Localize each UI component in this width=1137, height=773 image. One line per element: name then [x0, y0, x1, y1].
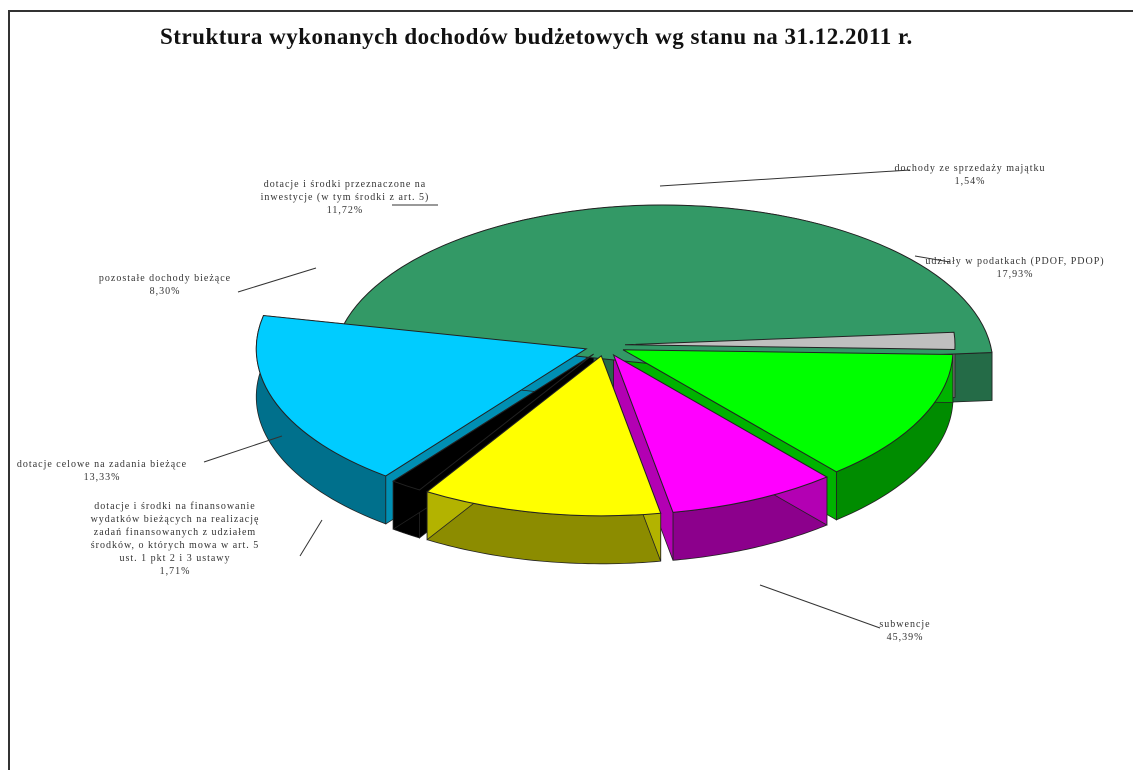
slice-6 — [255, 315, 588, 477]
slice-5 — [392, 353, 594, 491]
slice-label-name: dotacje i środki przeznaczone na inwesty… — [260, 179, 430, 203]
slice-label-value: 1,54% — [954, 176, 986, 187]
leader-line-2 — [203, 435, 283, 463]
leader-line-5 — [659, 169, 911, 187]
leader-line-0 — [759, 584, 881, 629]
slice-label-name: dotacje i środki na finansowanie wydatkó… — [90, 501, 260, 564]
slice-label-name: pozostałe dochody bieżące — [98, 273, 232, 284]
slice-4 — [426, 354, 662, 517]
leader-line-3 — [237, 267, 317, 293]
slice-label-value: 45,39% — [886, 632, 924, 643]
slice-label-value: 1,71% — [159, 566, 191, 577]
leader-line-6 — [914, 255, 951, 263]
slice-3 — [612, 353, 829, 513]
slice-label-5: dochody ze sprzedaży majątku 1,54% — [894, 162, 1045, 188]
slice-label-name: udziały w podatkach (PDOF, PDOP) — [925, 256, 1105, 267]
slice-label-value: 13,33% — [83, 472, 121, 483]
slice-0 — [339, 204, 993, 366]
slice-label-3: pozostałe dochody bieżące 8,30% — [99, 272, 231, 298]
slice-label-0: subwencje 45,39% — [879, 618, 930, 644]
slice-label-name: subwencje — [879, 619, 931, 630]
chart-frame — [8, 10, 1133, 770]
slice-2 — [622, 349, 954, 473]
chart-title: Struktura wykonanych dochodów budżetowyc… — [160, 24, 913, 49]
slice-label-2: dotacje celowe na zadania bieżące 13,33% — [17, 458, 187, 484]
slice-label-value: 11,72% — [326, 205, 364, 216]
slice-label-value: 8,30% — [149, 286, 181, 297]
slice-1 — [624, 331, 956, 350]
slice-label-4: dotacje i środki przeznaczone na inwesty… — [253, 178, 438, 217]
slice-label-1: dotacje i środki na finansowanie wydatkó… — [80, 500, 270, 578]
slice-label-name: dotacje celowe na zadania bieżące — [16, 459, 188, 470]
slice-label-6: udziały w podatkach (PDOF, PDOP) 17,93% — [925, 255, 1104, 281]
slice-label-value: 17,93% — [996, 269, 1034, 280]
slice-label-name: dochody ze sprzedaży majątku — [894, 163, 1046, 174]
leader-line-1 — [299, 519, 323, 557]
